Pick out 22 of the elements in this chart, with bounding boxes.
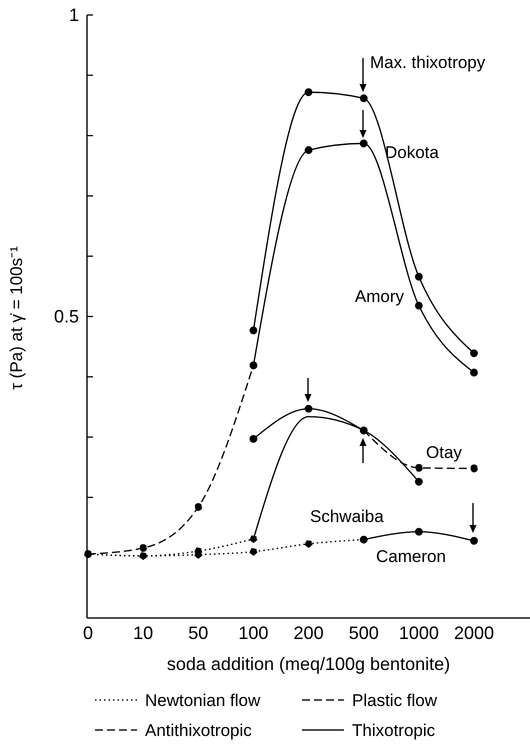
x-tick-label: 1000 [398,622,439,643]
annotation: Otay [426,443,462,462]
x-axis-title: soda addition (meq/100g bentonite) [166,654,450,674]
x-tick-label: 2000 [454,622,494,643]
x-tick-label: 100 [238,622,268,643]
annotation: Cameron [376,547,446,566]
y-axis-title: τ (Pa) at γ̇ = 100s⁻¹ [7,246,26,390]
legend-label: Antithixotropic [145,721,252,740]
annotation: Schwaiba [310,507,384,526]
x-tick-label: 50 [188,622,208,643]
y-tick-label: 0.5 [54,306,79,326]
annotation: Max. thixotropy [370,53,486,72]
y-tick-label: 1 [68,5,79,25]
x-tick-label: 500 [348,622,379,643]
x-tick-label: 200 [294,622,324,643]
x-tick-label: 0 [82,622,94,643]
annotation: Dokota [385,143,440,162]
annotation: Amory [354,287,404,306]
legend-label: Plastic flow [352,691,438,710]
legend-label: Thixotropic [352,721,436,740]
legend-label: Newtonian flow [145,691,262,710]
x-tick-label: 10 [133,622,154,643]
